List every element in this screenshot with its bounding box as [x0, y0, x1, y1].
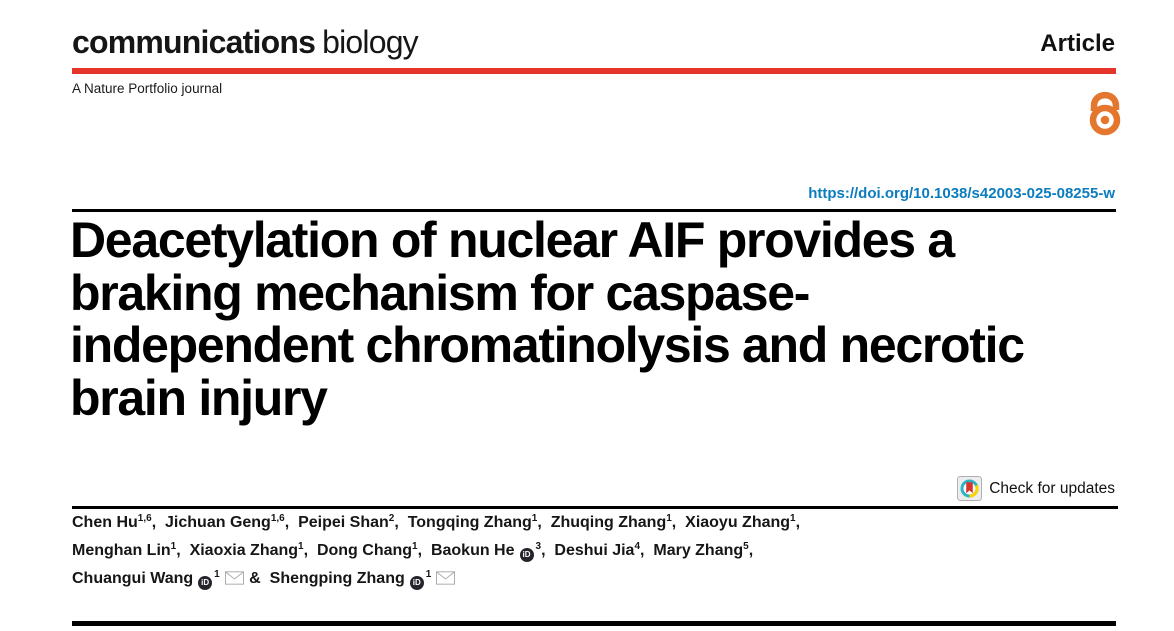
header-rule-red	[72, 68, 1116, 74]
orcid-icon[interactable]: iD	[409, 575, 424, 590]
title-line: braking mechanism for caspase-	[70, 264, 810, 321]
author-line-1: Chen Hu1,6, Jichuan Geng1,6, Peipei Shan…	[72, 510, 1122, 538]
title-line: brain injury	[70, 369, 328, 426]
crossmark-icon	[957, 476, 983, 501]
author: Peipei Shan2,	[298, 512, 404, 532]
title-line: Deacetylation of nuclear AIF provides a	[70, 212, 955, 268]
author-line-2: Menghan Lin1, Xiaoxia Zhang1, Dong Chang…	[72, 538, 1122, 566]
author: Dong Chang1,	[316, 540, 427, 560]
journal-tagline: A Nature Portfolio journal	[72, 81, 223, 96]
author: Baokun He iD 3,	[431, 541, 550, 562]
title-line: independent chromatinolysis and necrotic	[70, 317, 1025, 373]
author: Chen Hu1,6,	[72, 512, 161, 532]
email-icon[interactable]	[224, 570, 244, 585]
author: Mary Zhang5,	[653, 540, 754, 560]
orcid-icon[interactable]: iD	[519, 547, 534, 562]
author: Menghan Lin1,	[72, 540, 186, 560]
email-icon[interactable]	[436, 570, 456, 585]
page-title: Deacetylation of nuclear AIF provides a …	[70, 212, 1025, 426]
doi-link[interactable]: https://doi.org/10.1038/s42003-025-08255…	[808, 185, 1115, 202]
check-for-updates-label: Check for updates	[989, 479, 1115, 497]
author: Jichuan Geng1,6,	[165, 512, 294, 532]
author-rule	[72, 506, 1118, 509]
article-type-label: Article	[1040, 30, 1115, 57]
author: Zhuqing Zhang1,	[550, 512, 681, 532]
journal-logo: communications biology	[72, 24, 419, 61]
footer-rule	[72, 621, 1116, 626]
check-for-updates-button[interactable]: Check for updates	[957, 476, 1115, 501]
author: Tongqing Zhang1,	[407, 512, 547, 532]
author: Deshui Jia4,	[554, 540, 649, 560]
open-access-icon	[1084, 86, 1126, 141]
author: Xiaoxia Zhang1,	[189, 540, 313, 560]
author: Shengping Zhang iD 1	[270, 569, 457, 590]
orcid-icon[interactable]: iD	[198, 575, 213, 590]
journal-logo-bold: communications	[72, 24, 316, 60]
author: Xiaoyu Zhang1,	[685, 512, 801, 532]
journal-logo-light: biology	[322, 24, 419, 60]
author: Chuangui Wang iD 1 &	[72, 569, 265, 590]
title-rule-top	[72, 209, 1116, 212]
author-list: Chen Hu1,6, Jichuan Geng1,6, Peipei Shan…	[72, 510, 1122, 594]
author-line-3: Chuangui Wang iD 1 & Shengping Zhang iD 1	[72, 566, 1122, 594]
